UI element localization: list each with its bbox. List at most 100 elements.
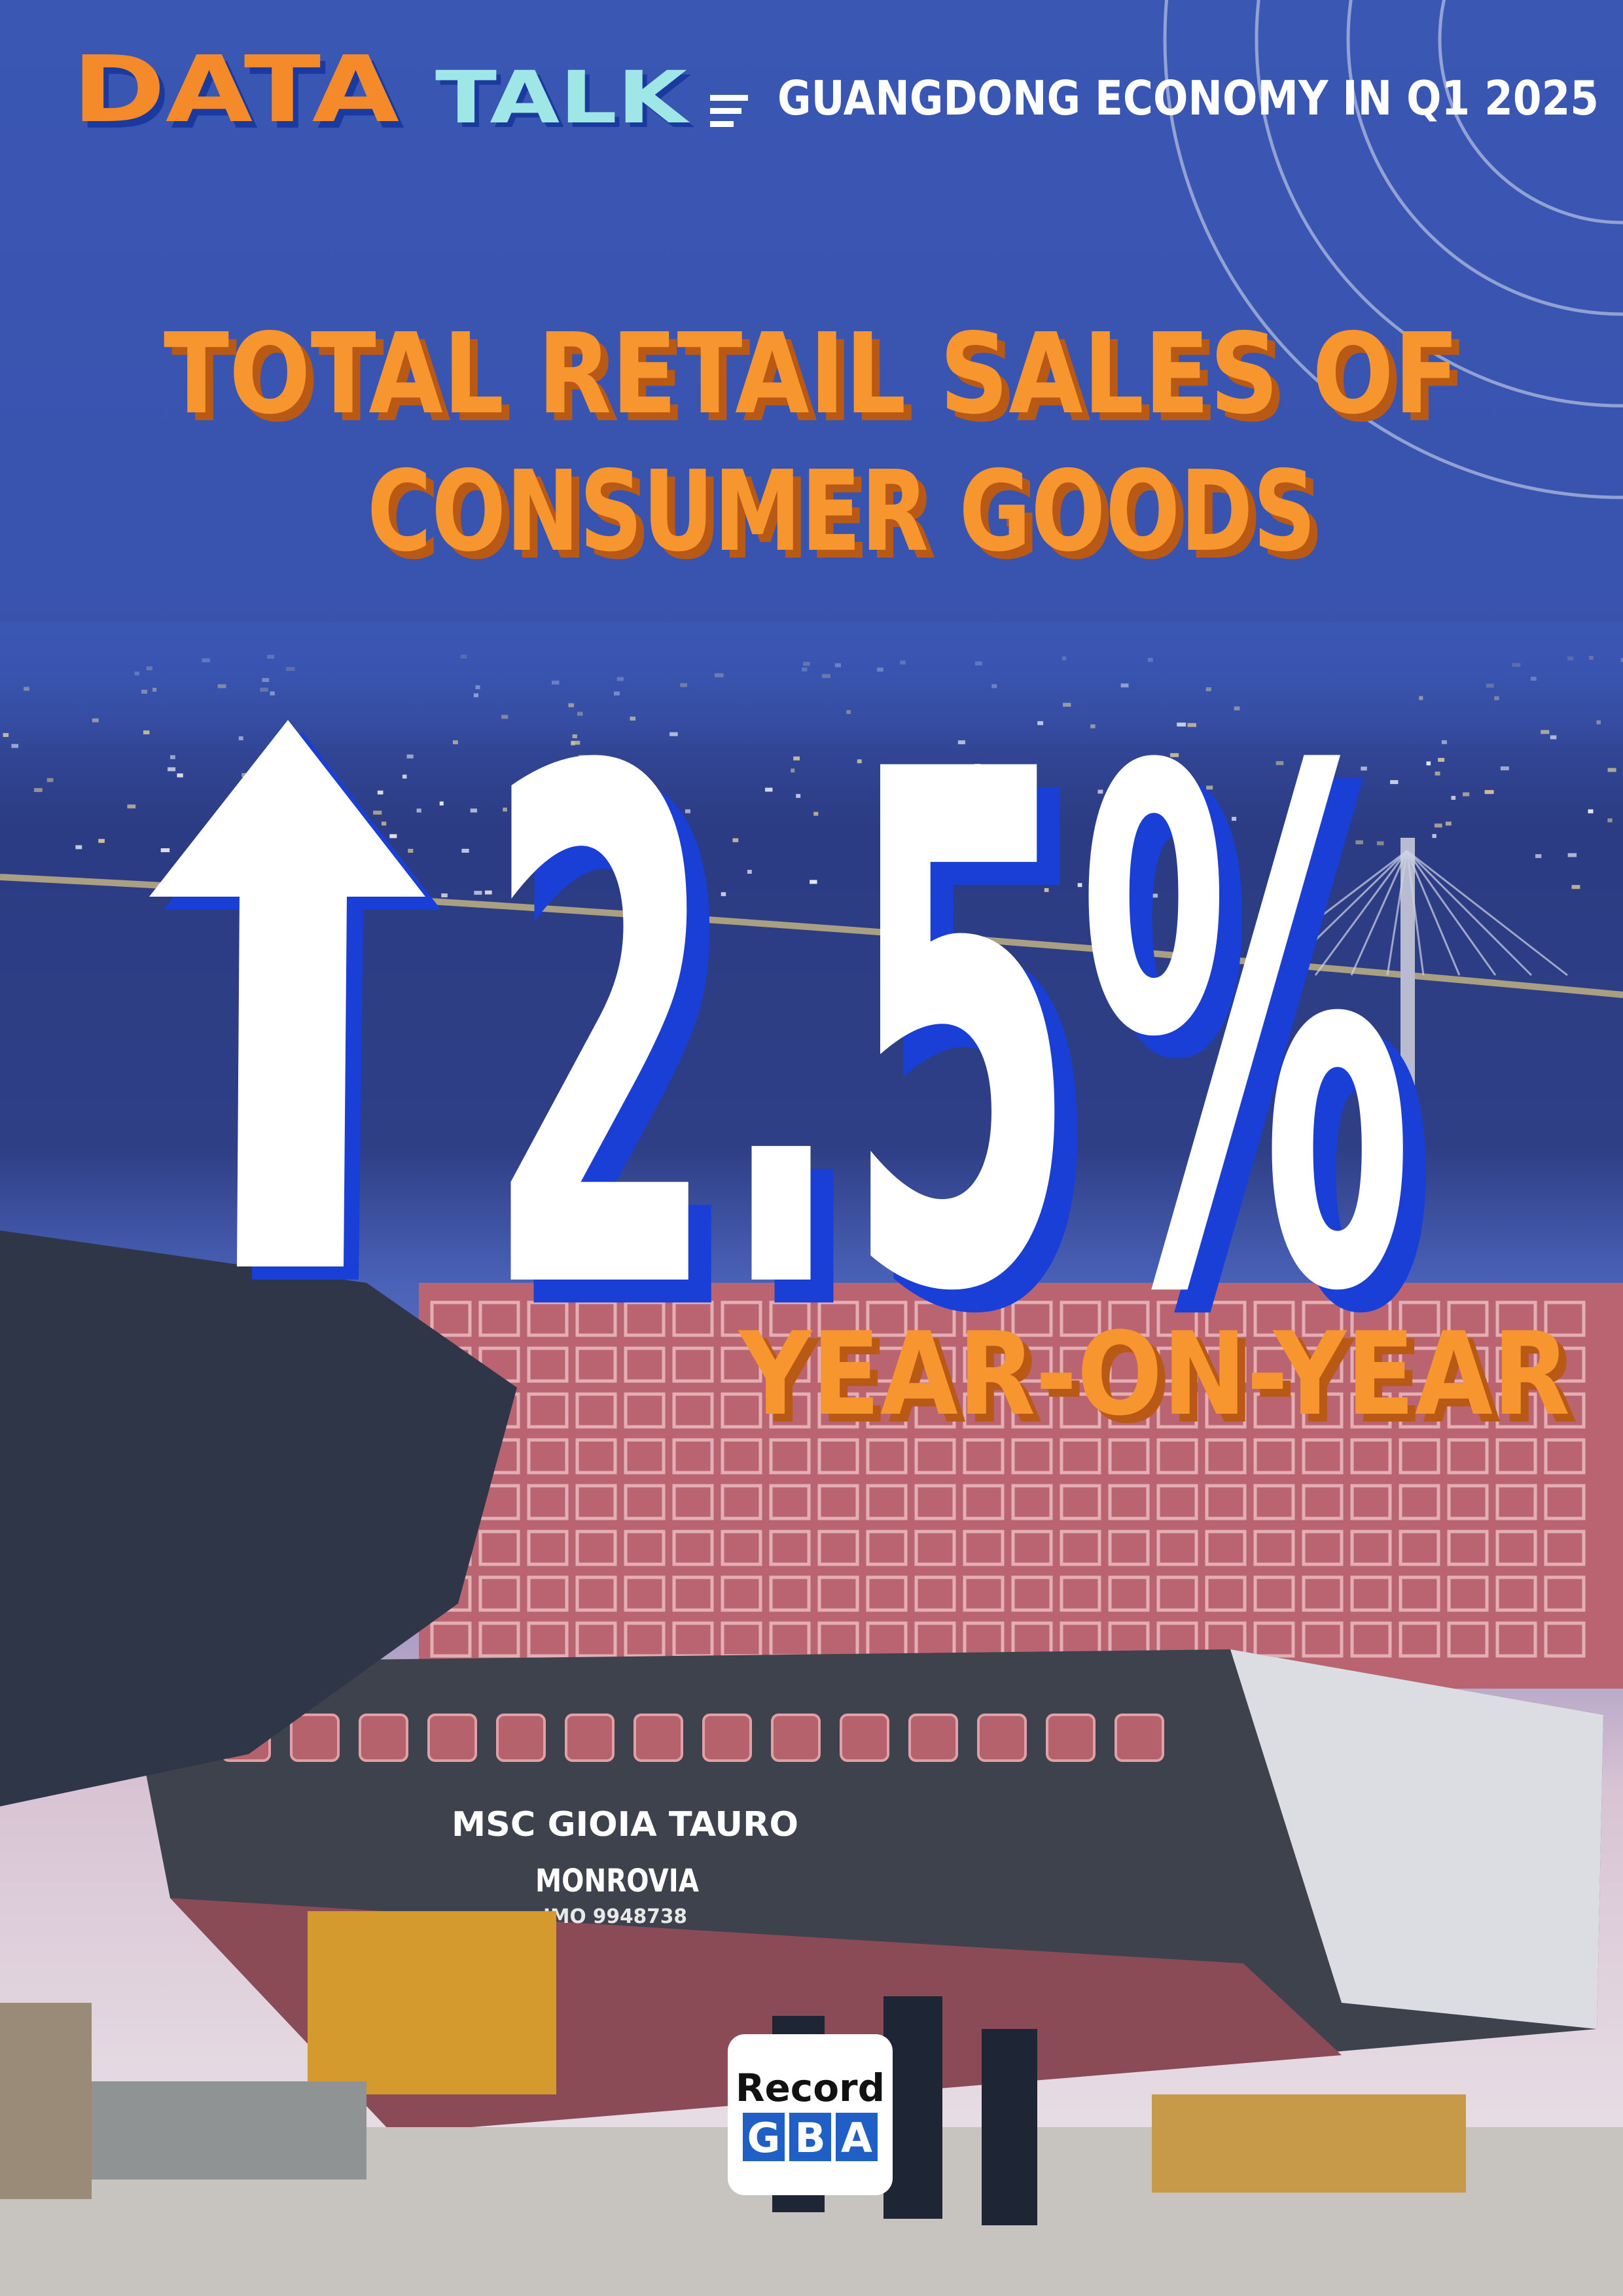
- city-light: [1463, 792, 1470, 797]
- container-cell: [1011, 1484, 1053, 1520]
- city-light: [416, 808, 421, 813]
- city-light: [1361, 766, 1367, 771]
- city-light: [46, 778, 54, 782]
- ship-name: MSC GIOIA TAURO: [452, 1805, 798, 1844]
- container-cell: [1350, 1346, 1392, 1383]
- container-cell: [817, 1346, 859, 1383]
- city-light: [1451, 795, 1456, 800]
- container-cell: [1399, 1392, 1440, 1429]
- container-cell: [866, 1484, 908, 1520]
- container-cell: [1060, 1438, 1101, 1475]
- container-cell: [817, 1392, 859, 1429]
- container-cell: [1399, 1530, 1440, 1566]
- container-cell: [721, 1346, 762, 1383]
- icon-bar: [710, 121, 734, 127]
- container-cell: [1544, 1621, 1586, 1658]
- container-cell: [1495, 1346, 1537, 1383]
- container-cell: [817, 1438, 859, 1475]
- container-cell: [624, 1621, 666, 1658]
- hull-window: [702, 1713, 752, 1762]
- city-light: [732, 838, 739, 842]
- container-cell: [478, 1621, 520, 1658]
- headline-shadow: TOTAL RETAIL SALES OF: [171, 317, 1467, 447]
- container-cell: [1350, 1575, 1392, 1612]
- container-cell: [575, 1621, 617, 1658]
- container-cell: [1350, 1530, 1392, 1566]
- container-cell: [478, 1300, 520, 1337]
- city-light: [1390, 780, 1399, 784]
- city-light: [470, 808, 478, 813]
- city-light: [373, 810, 382, 815]
- container-cell: [1399, 1484, 1440, 1520]
- cable: [1243, 850, 1408, 977]
- cable: [1406, 850, 1533, 977]
- container-cell: [963, 1575, 1005, 1612]
- cable: [1350, 850, 1408, 976]
- city-light: [1098, 886, 1104, 890]
- container-cell: [1350, 1392, 1392, 1429]
- city-light: [75, 845, 82, 850]
- container-cell: [575, 1346, 617, 1383]
- container-cell: [721, 1392, 762, 1429]
- container-cell: [1156, 1300, 1198, 1337]
- container-cell: [963, 1346, 1005, 1383]
- container-cell: [575, 1300, 617, 1337]
- city-light: [127, 804, 136, 809]
- container-cell: [1399, 1621, 1440, 1658]
- logo-letter: A: [841, 2114, 872, 2162]
- brand-talk: TALK: [435, 56, 690, 139]
- city-light: [408, 848, 414, 853]
- cable: [1314, 850, 1408, 976]
- container-cell: [1495, 1484, 1537, 1520]
- city-light: [1434, 823, 1442, 828]
- container-cell: [721, 1438, 762, 1475]
- container-cell: [1011, 1300, 1053, 1337]
- container-cell: [1399, 1438, 1440, 1475]
- headline-line: TOTAL RETAIL SALES OF: [164, 310, 1459, 439]
- city-light: [1445, 821, 1452, 826]
- container-cell: [1205, 1300, 1247, 1337]
- headline-shadow: CONSUMER GOODS: [375, 455, 1324, 584]
- container-cell: [1302, 1392, 1344, 1429]
- container-cell: [624, 1530, 666, 1566]
- city-light: [579, 755, 586, 759]
- container-cell: [721, 1484, 762, 1520]
- container-cell: [672, 1530, 714, 1566]
- container-cell: [1011, 1438, 1053, 1475]
- container-cell: [575, 1530, 617, 1566]
- container-cell: [1156, 1392, 1198, 1429]
- container-cell: [1447, 1392, 1489, 1429]
- city-light: [1500, 766, 1509, 770]
- boxes: [92, 2081, 366, 2179]
- container-cell: [1350, 1621, 1392, 1658]
- container-cell: [1060, 1575, 1101, 1612]
- arc: [1255, 0, 1623, 408]
- hull-window: [908, 1713, 958, 1762]
- container-cell: [1447, 1575, 1489, 1612]
- city-light: [1567, 853, 1577, 857]
- container-cell: [1108, 1530, 1150, 1566]
- up-arrow: [149, 720, 425, 1266]
- container-cell: [769, 1438, 811, 1475]
- container-cell: [1495, 1621, 1537, 1658]
- city-light: [1232, 817, 1237, 821]
- container-cell: [1350, 1484, 1392, 1520]
- city-light: [503, 807, 507, 812]
- container-cell: [914, 1575, 956, 1612]
- machine: [308, 1911, 556, 2094]
- container-cell: [1205, 1575, 1247, 1612]
- container-cell: [914, 1346, 956, 1383]
- ship-imo: IMO 9948738: [543, 1905, 687, 1928]
- container-cell: [1302, 1484, 1344, 1520]
- city-light: [1275, 761, 1284, 765]
- container-cell: [1544, 1438, 1586, 1475]
- hull-window: [359, 1713, 408, 1762]
- city-light: [857, 759, 862, 764]
- container-cell: [1544, 1484, 1586, 1520]
- hull-window: [633, 1713, 683, 1762]
- city-light: [98, 838, 105, 843]
- city-light: [639, 825, 647, 829]
- arc: [1163, 0, 1623, 499]
- arc: [1346, 0, 1623, 316]
